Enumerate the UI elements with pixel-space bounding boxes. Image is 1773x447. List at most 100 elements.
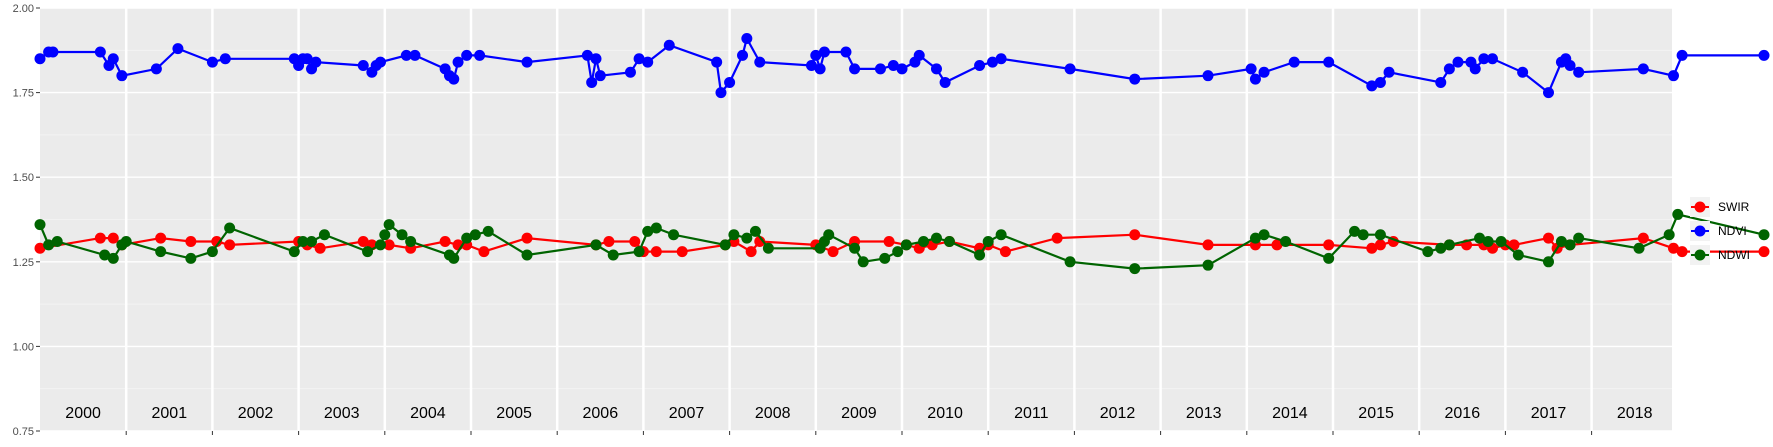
ndvi-point bbox=[1564, 60, 1576, 72]
y-tick-label: 1.75 bbox=[13, 88, 34, 100]
ndwi-point bbox=[590, 239, 602, 251]
ndvi-point bbox=[1469, 63, 1481, 75]
ndwi-point bbox=[306, 235, 318, 247]
ndvi-point bbox=[1517, 66, 1529, 78]
ndwi-point bbox=[974, 249, 986, 261]
ndwi-point bbox=[857, 256, 869, 268]
swir-point bbox=[883, 235, 895, 247]
ndwi-point bbox=[728, 229, 740, 241]
ndvi-point bbox=[1202, 70, 1214, 82]
ndwi-point bbox=[741, 232, 753, 244]
year-label: 2017 bbox=[1531, 405, 1567, 422]
ndvi-point bbox=[840, 46, 852, 58]
ndwi-point bbox=[668, 229, 680, 241]
swir-point bbox=[603, 235, 615, 247]
ndvi-point bbox=[939, 76, 951, 88]
ndwi-point bbox=[1555, 235, 1567, 247]
year-label: 2002 bbox=[238, 405, 274, 422]
ndwi-point bbox=[918, 235, 930, 247]
legend-label-ndvi: NDVI bbox=[1718, 224, 1747, 238]
ndwi-point bbox=[1422, 246, 1434, 258]
swir-point bbox=[314, 242, 326, 254]
ndvi-point bbox=[1366, 80, 1378, 92]
ndvi-point bbox=[805, 60, 817, 72]
ndvi-point bbox=[1374, 76, 1386, 88]
ndvi-point bbox=[754, 56, 766, 68]
ndvi-point bbox=[474, 49, 486, 61]
swir-point bbox=[34, 242, 46, 254]
year-label: 2000 bbox=[65, 405, 101, 422]
swir-point bbox=[155, 232, 167, 244]
swir-point bbox=[94, 232, 106, 244]
ndvi-point bbox=[310, 56, 322, 68]
ndvi-point bbox=[107, 53, 119, 65]
year-label: 2008 bbox=[755, 405, 791, 422]
ndwi-point bbox=[642, 225, 654, 237]
ndwi-point bbox=[1129, 263, 1141, 275]
swir-point bbox=[1508, 239, 1520, 251]
ndvi-point bbox=[1478, 53, 1490, 65]
ndvi-point bbox=[663, 39, 675, 51]
ndvi-point bbox=[1245, 63, 1257, 75]
ndwi-point bbox=[1435, 242, 1447, 254]
ndvi-point bbox=[737, 49, 749, 61]
ndwi-point bbox=[448, 252, 460, 264]
ndvi-point bbox=[94, 46, 106, 58]
ndwi-point bbox=[900, 239, 912, 251]
ndwi-point bbox=[849, 242, 861, 254]
year-label: 2003 bbox=[324, 405, 360, 422]
ndvi-point bbox=[47, 46, 59, 58]
y-axis: 0.75 1.00 1.25 1.50 1.75 2.00 bbox=[13, 3, 1593, 438]
swir-point bbox=[1543, 232, 1554, 244]
swir-point bbox=[357, 235, 369, 247]
ndwi-point bbox=[206, 246, 218, 258]
ndvi-point bbox=[724, 76, 736, 88]
ndvi-point bbox=[206, 56, 218, 68]
ndwi-point bbox=[482, 225, 494, 237]
ndwi-point bbox=[1323, 252, 1335, 264]
y-tick-label: 1.00 bbox=[13, 341, 34, 353]
ndwi-point bbox=[1249, 232, 1261, 244]
year-strips: 2000 2001 2002 2003 2004 2005 2006 2007 2008 2009… bbox=[65, 8, 1653, 431]
ndwi-point bbox=[521, 249, 533, 261]
ndvi-point bbox=[1452, 56, 1464, 68]
ndwi-point bbox=[43, 239, 55, 251]
ndvi-point bbox=[1129, 73, 1141, 85]
y-tick-label: 1.25 bbox=[13, 257, 34, 269]
ndvi-point bbox=[1486, 53, 1498, 65]
legend-dot-swir bbox=[1694, 201, 1706, 213]
ndwi-point bbox=[719, 239, 731, 251]
ndvi-point bbox=[1676, 49, 1688, 61]
ndwi-point bbox=[34, 219, 46, 231]
year-label: 2012 bbox=[1100, 405, 1136, 422]
swir-point bbox=[224, 239, 236, 251]
swir-point bbox=[827, 246, 839, 258]
ndvi-point bbox=[1323, 56, 1335, 68]
ndvi-point bbox=[814, 63, 826, 75]
ndvi-point bbox=[818, 46, 830, 58]
y-tick-label: 1.50 bbox=[13, 172, 34, 184]
y-tick-label: 2.00 bbox=[13, 3, 34, 15]
ndwi-point bbox=[107, 252, 119, 264]
swir-point bbox=[478, 246, 490, 258]
ndwi-point bbox=[461, 232, 473, 244]
year-label: 2005 bbox=[496, 405, 532, 422]
ndwi-point bbox=[995, 229, 1007, 241]
swir-point bbox=[1637, 232, 1649, 244]
swir-point bbox=[676, 246, 688, 258]
swir-point bbox=[1366, 242, 1378, 254]
year-label: 2016 bbox=[1445, 405, 1481, 422]
ndvi-point bbox=[34, 53, 46, 65]
ndvi-point bbox=[301, 53, 313, 65]
ndvi-point bbox=[995, 53, 1007, 65]
ndwi-point bbox=[1474, 232, 1486, 244]
ndwi-point bbox=[51, 235, 63, 247]
gridlines bbox=[40, 7, 1672, 432]
ndvi-point bbox=[581, 49, 593, 61]
swir-point bbox=[211, 235, 223, 247]
swir-point bbox=[439, 235, 451, 247]
ndvi-point bbox=[1288, 56, 1300, 68]
ndvi-point bbox=[1637, 63, 1649, 75]
ndwi-point bbox=[1258, 229, 1270, 241]
year-label: 2009 bbox=[841, 405, 877, 422]
